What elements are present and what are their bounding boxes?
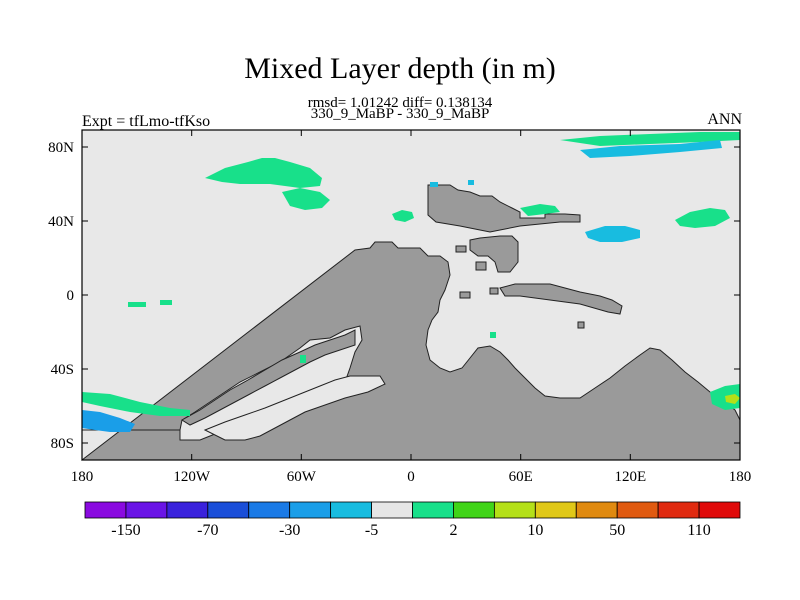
lon-tick-label: 180: [729, 469, 752, 485]
ocean-channel: [203, 375, 386, 441]
colorbar-swatch: [534, 501, 577, 519]
land-antarctic-ridge: [181, 329, 356, 426]
contour-patch-positive: [392, 210, 414, 222]
contour-patch-positive: [490, 332, 496, 338]
colorbar-swatch: [453, 501, 495, 519]
colorbar-swatch: [616, 501, 659, 519]
colorbar-swatch: [493, 501, 536, 519]
contour-patch-positive: [560, 132, 740, 146]
colorbar-label: 50: [609, 522, 625, 539]
land-northern-block: [427, 184, 581, 233]
colorbar-swatch: [248, 501, 291, 519]
colorbar: -150 -70 -30 -5 2 10 50 110: [84, 501, 741, 539]
map-title: Mixed Layer depth (in m): [244, 52, 556, 85]
colorbar-swatch: [289, 501, 332, 519]
contour-patch-negative: [430, 182, 438, 187]
colorbar-swatch: [698, 501, 741, 519]
land-islet: [577, 321, 585, 329]
colorbar-swatch: [207, 501, 250, 519]
contour-patch-positive: [282, 188, 330, 210]
colorbar-swatch: [125, 501, 168, 519]
lat-tick-label: 40S: [51, 362, 74, 378]
lat-tick-label: 80S: [51, 436, 74, 452]
colorbar-label: -5: [365, 522, 378, 539]
contour-patch-positive: [128, 302, 146, 307]
experiment-label: Expt = tfLmo-tfKso: [82, 113, 211, 130]
colorbar-label: 110: [687, 522, 710, 539]
colorbar-swatch: [657, 501, 700, 519]
colorbar-swatch: [330, 501, 372, 519]
season-label: ANN: [707, 111, 742, 128]
contour-patch-positive: [160, 300, 172, 305]
lon-tick-label: 120W: [173, 469, 211, 485]
colorbar-swatch: [371, 501, 413, 519]
contour-patch-positive: [205, 158, 322, 188]
contour-patch-positive: [675, 208, 730, 228]
longitude-axis: 180 120W 60W 0 60E 120E 180: [71, 130, 752, 485]
land-islet: [489, 287, 499, 295]
lon-tick-label: 60W: [287, 469, 317, 485]
map-subtitle: 330_9_MaBP - 330_9_MaBP: [310, 106, 490, 122]
stats-line: rmsd= 1.01242 diff= 0.138134: [307, 95, 493, 111]
lon-tick-label: 0: [407, 469, 415, 485]
lat-tick-label: 80N: [48, 140, 74, 156]
colorbar-label: -30: [279, 522, 300, 539]
land-islet: [459, 291, 471, 299]
colorbar-label: 2: [449, 522, 457, 539]
land-central-block: [469, 235, 519, 273]
colorbar-label: -150: [111, 522, 140, 539]
contour-patch-positive: [82, 392, 190, 416]
land-islet: [455, 245, 467, 253]
lon-tick-label: 120E: [614, 469, 646, 485]
contour-patch-strong: [725, 394, 740, 404]
latitude-axis: 80N 40N 0 40S 80S: [48, 140, 740, 452]
contour-patch-negative: [580, 140, 722, 158]
lon-tick-label: 180: [71, 469, 94, 485]
land-islet: [475, 261, 487, 271]
contour-patch-positive: [710, 384, 740, 410]
lat-tick-label: 0: [67, 288, 75, 304]
colorbar-label: -70: [197, 522, 218, 539]
lon-tick-label: 60E: [509, 469, 533, 485]
land-mass: [81, 241, 741, 462]
colorbar-swatch: [412, 501, 454, 519]
contour-patch-negative: [468, 180, 474, 185]
contour-patch-negative: [585, 226, 640, 242]
colorbar-swatch: [84, 501, 127, 519]
colorbar-label: 10: [527, 522, 543, 539]
contour-patch-positive: [520, 204, 560, 216]
lat-tick-label: 40N: [48, 214, 74, 230]
colorbar-swatch: [166, 501, 209, 519]
map-plot: [81, 129, 741, 462]
contour-patch-positive: [300, 355, 306, 363]
contour-patch-negative: [82, 410, 135, 432]
colorbar-swatch: [575, 501, 618, 519]
land-east-strip: [499, 283, 623, 315]
